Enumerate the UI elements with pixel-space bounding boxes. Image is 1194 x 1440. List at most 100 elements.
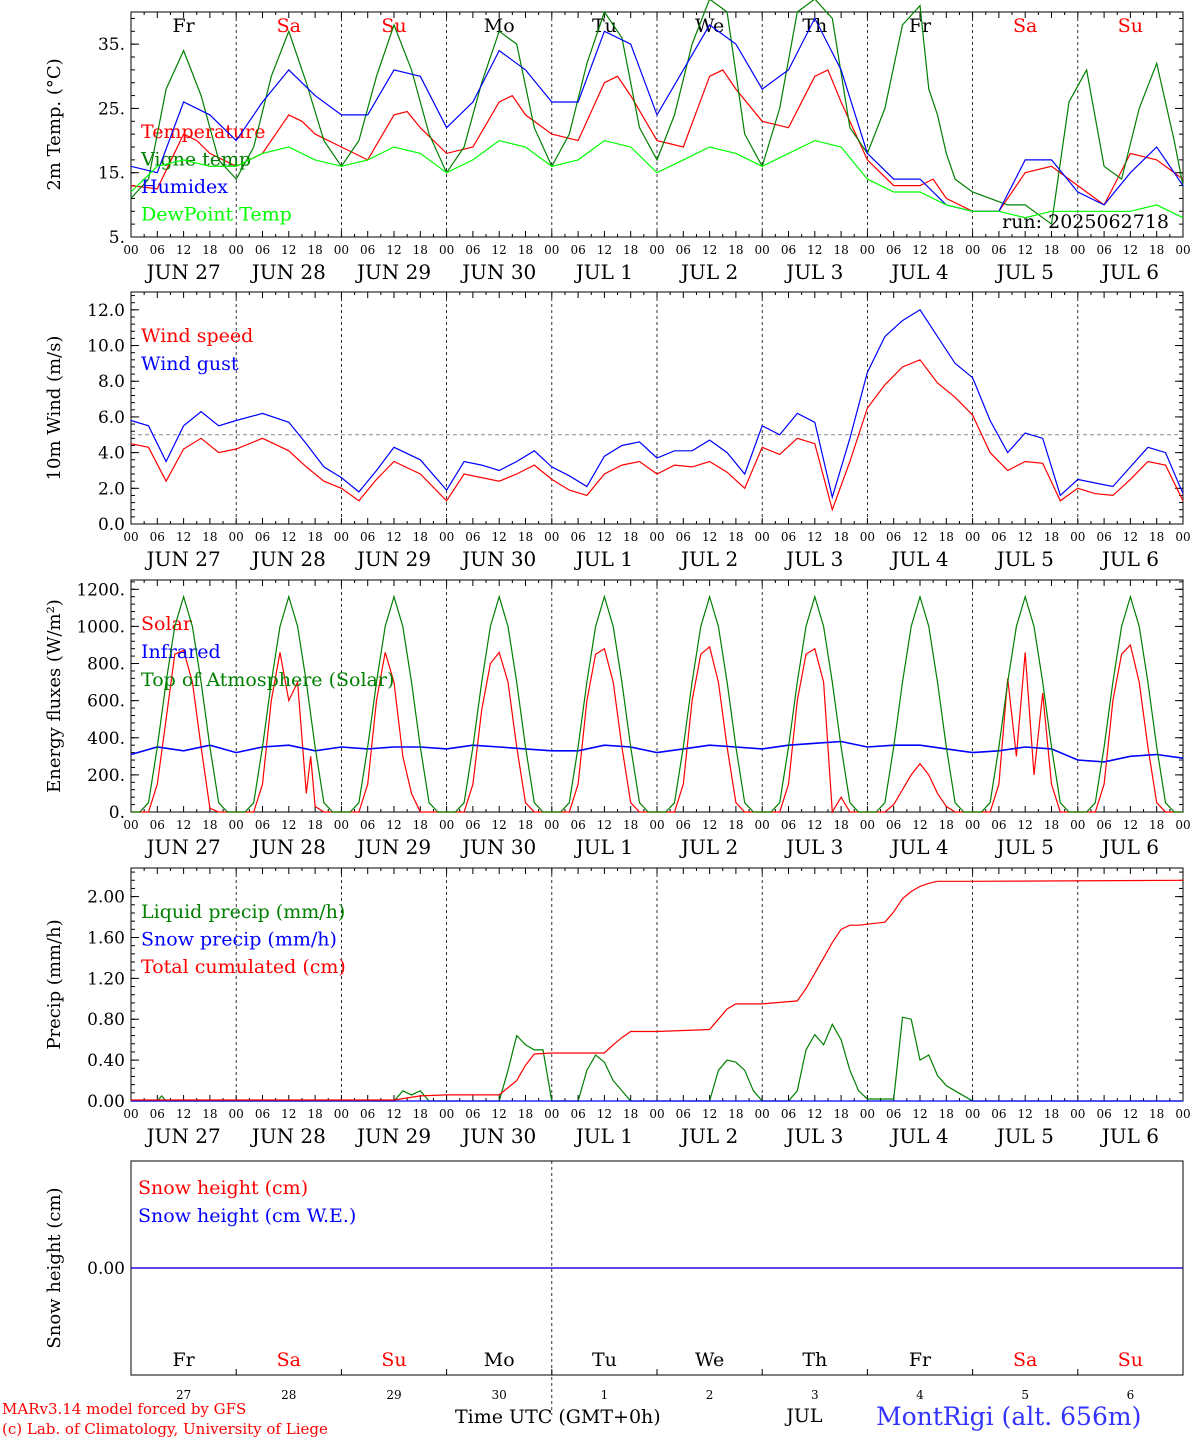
day-name: Su [1118,1349,1143,1371]
hour-tick-label: 00 [649,1107,664,1121]
hour-tick-label: 12 [281,530,296,544]
date-label: JUN 28 [250,260,326,284]
hour-tick-label: 00 [965,1107,980,1121]
series-line-vigne-temp [130,0,1184,226]
hour-tick-label: 12 [702,530,717,544]
hour-tick-label: 00 [439,818,454,832]
date-label: JUN 29 [355,260,431,284]
hour-tick-label: 06 [360,530,375,544]
y-tick-label: 25. [98,99,125,119]
y-tick-label: 2.00 [87,888,125,908]
hour-tick-label: 18 [939,818,954,832]
legend-entry: Wind gust [141,353,239,375]
date-label: JUL 3 [784,835,843,859]
hour-tick-label: 18 [1149,530,1164,544]
hour-tick-label: 18 [518,818,533,832]
hour-tick-label: 00 [1070,243,1085,257]
legend-entry: Temperature [141,121,265,143]
legend-entry: Solar [141,613,193,635]
hour-tick-label: 00 [334,243,349,257]
hour-tick-label: 12 [492,530,507,544]
day-name: Tu [592,15,617,37]
day-name: Fr [909,15,932,37]
date-label: JUL 1 [574,260,633,284]
hour-tick-label: 06 [570,1107,585,1121]
series-line-wind-gust [130,308,1184,500]
day-name: Fr [172,15,195,37]
series-line-liquid-precip-mm-h- [131,1016,1183,1102]
legend-entry: Snow height (cm) [138,1177,308,1199]
y-tick-label: 12.0 [87,301,125,321]
hour-tick-label: 06 [886,243,901,257]
x-axis-title: Time UTC (GMT+0h) [455,1406,661,1428]
y-axis-label: 2m Temp. (°C) [44,58,65,190]
hour-tick-label: 18 [202,530,217,544]
hour-tick-label: 12 [176,1107,191,1121]
day-name: Fr [909,1349,932,1371]
date-label: JUL 2 [679,547,738,571]
y-tick-label: 15. [98,164,125,184]
hour-tick-label: 18 [307,243,322,257]
date-label: JUL 4 [889,260,948,284]
hour-tick-label: 18 [1044,818,1059,832]
hour-tick-label: 18 [833,818,848,832]
series-line-total-cumulated-cm- [131,879,1184,1101]
y-tick-label: 200. [87,766,125,786]
date-label: JUN 30 [460,547,536,571]
hour-tick-label: 12 [176,530,191,544]
y-axis-label: Precip (mm/h) [44,919,65,1049]
date-label: JUN 28 [250,1124,326,1148]
hour-tick-label: 06 [781,818,796,832]
hour-tick-label: 12 [1123,1107,1138,1121]
run-annotation: run: 2025062718 [1002,211,1169,233]
hour-tick-label: 12 [597,1107,612,1121]
date-label: JUN 30 [460,1124,536,1148]
hour-tick-label: 00 [544,243,559,257]
date-label: JUL 3 [784,1124,843,1148]
hour-tick-label: 00 [229,530,244,544]
legend-entry: Total cumulated (cm) [141,956,346,978]
date-label: JUL 4 [889,1124,948,1148]
hour-tick-label: 00 [755,530,770,544]
hour-tick-label: 06 [1096,530,1111,544]
hour-tick-label: 18 [1149,243,1164,257]
hour-tick-label: 06 [991,530,1006,544]
hour-tick-label: 18 [833,530,848,544]
hour-tick-label: 12 [1018,818,1033,832]
hour-tick-label: 00 [123,243,138,257]
hour-tick-label: 00 [755,818,770,832]
model-credit: MARv3.14 model forced by GFS (c) Lab. of… [2,1399,328,1439]
hour-tick-label: 00 [229,1107,244,1121]
y-tick-label: 35. [98,35,125,55]
y-axis-label: 10m Wind (m/s) [44,336,65,481]
hour-tick-label: 00 [1175,530,1190,544]
hour-tick-label: 12 [386,243,401,257]
hour-tick-label: 00 [123,530,138,544]
day-name: Sa [1013,1349,1037,1371]
hour-tick-label: 00 [439,1107,454,1121]
station-name: MontRigi (alt. 656m) [876,1402,1142,1431]
y-tick-label: 4.0 [98,444,125,464]
hour-tick-label: 06 [255,818,270,832]
hour-tick-label: 06 [255,243,270,257]
hour-tick-label: 18 [623,530,638,544]
date-label: JUN 27 [145,835,221,859]
hour-tick-label: 12 [702,818,717,832]
hour-tick-label: 06 [781,243,796,257]
legend-entry: Liquid precip (mm/h) [141,901,345,923]
hour-tick-label: 00 [649,818,664,832]
day-name: Th [802,1349,827,1371]
hour-tick-label: 06 [570,243,585,257]
hour-tick-label: 00 [229,818,244,832]
day-name: Tu [592,1349,617,1371]
hour-tick-label: 00 [860,1107,875,1121]
hour-tick-label: 18 [413,243,428,257]
hour-tick-label: 18 [518,243,533,257]
hour-tick-label: 12 [386,530,401,544]
series-line-dewpoint-temp [130,139,1184,219]
hour-tick-label: 18 [833,1107,848,1121]
hour-tick-label: 12 [492,1107,507,1121]
hour-tick-label: 18 [307,1107,322,1121]
hour-tick-label: 06 [886,1107,901,1121]
hour-tick-label: 06 [465,530,480,544]
